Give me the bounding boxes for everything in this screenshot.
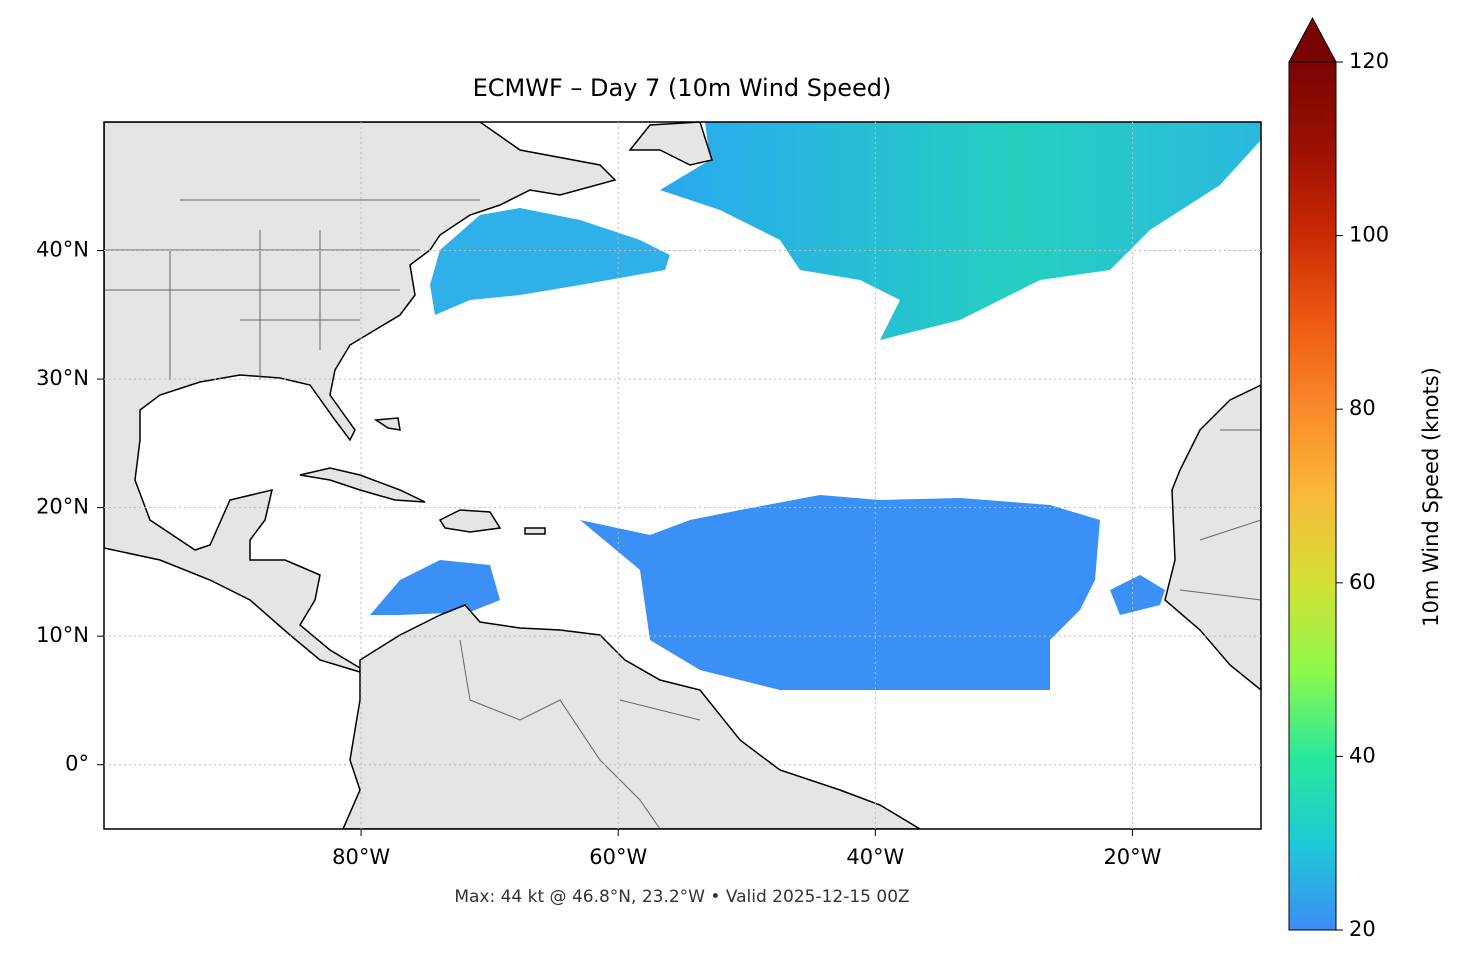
y-tick-label: 40°N (36, 238, 89, 262)
colorbar (1288, 61, 1337, 931)
y-tick-label: 10°N (36, 623, 89, 647)
cuba (299, 467, 426, 503)
colorbar-tick-label: 80 (1349, 396, 1376, 420)
chart-title: ECMWF – Day 7 (10m Wind Speed) (473, 74, 892, 102)
footer-note: Max: 44 kt @ 46.8°N, 23.2°W • Valid 2025… (454, 887, 909, 907)
wind-field (1110, 575, 1165, 615)
africa (1164, 384, 1261, 691)
map-area (104, 122, 1261, 829)
colorbar-tick-label: 100 (1349, 223, 1389, 247)
south-america (342, 604, 922, 829)
wind-field (430, 208, 670, 315)
y-tick-label: 30°N (36, 366, 89, 390)
colorbar-label: 10m Wind Speed (knots) (1419, 367, 1443, 627)
colorbar-tick-label: 40 (1349, 743, 1376, 767)
north-america (104, 122, 617, 673)
colorbar-tick-label: 60 (1349, 570, 1376, 594)
colorbar-extend (1288, 16, 1337, 63)
borders (104, 199, 1261, 829)
puerto-rico (524, 527, 546, 535)
wind-field (580, 495, 1100, 690)
hispaniola (438, 509, 502, 533)
wind-field (660, 122, 1261, 340)
wind-field (370, 560, 500, 615)
x-tick-label: 40°W (846, 845, 904, 869)
y-tick-label: 20°N (36, 495, 89, 519)
x-tick-label: 80°W (332, 845, 390, 869)
colorbar-tick-label: 120 (1349, 49, 1389, 73)
colorbar-tick-label: 20 (1349, 917, 1376, 941)
x-tick-label: 60°W (589, 845, 647, 869)
bahamas (373, 417, 401, 431)
x-tick-label: 20°W (1103, 845, 1161, 869)
y-tick-label: 0° (65, 752, 89, 776)
plot-frame (103, 121, 1262, 830)
newfoundland (628, 122, 713, 166)
